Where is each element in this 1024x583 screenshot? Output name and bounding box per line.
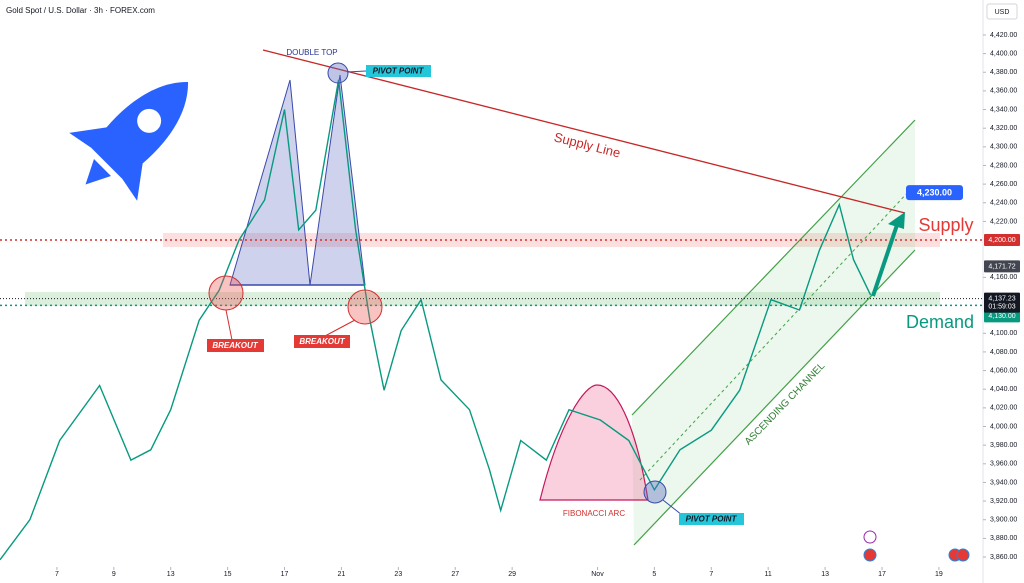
arrow (871, 221, 900, 297)
double-top-left (229, 79, 311, 286)
y-tick-label: 4,360.00 (990, 88, 1017, 95)
y-tick-label: 4,380.00 (990, 69, 1017, 76)
label-fibonacci: FIBONACCI ARC (563, 509, 625, 518)
supply-line (262, 49, 906, 214)
label-supply-line: Supply Line (552, 129, 622, 160)
label-demand: Demand (906, 312, 974, 332)
label-box (294, 335, 350, 348)
channel-upper (631, 119, 916, 416)
x-tick-label: 17 (281, 571, 289, 578)
label-supply: Supply (918, 215, 973, 235)
event-icon (863, 530, 877, 544)
y-tick-label: 4,160.00 (990, 274, 1017, 281)
y-tick-label: 3,940.00 (990, 479, 1017, 486)
currency-box[interactable] (986, 3, 1018, 20)
fibonacci-arc (539, 384, 649, 501)
y-tick-label: 3,860.00 (990, 554, 1017, 561)
arrow-head (888, 212, 905, 229)
x-tick-label: 5 (652, 571, 656, 578)
y-tick-label: 4,260.00 (990, 181, 1017, 188)
y-tick-label: 4,000.00 (990, 423, 1017, 430)
connector (346, 70, 367, 73)
y-tick-label: 4,340.00 (990, 106, 1017, 113)
x-tick-label: 21 (338, 571, 346, 578)
y-tick-label: 3,980.00 (990, 442, 1017, 449)
label-pivot: PIVOT POINT (686, 515, 738, 524)
channel-lower (633, 249, 916, 546)
x-tick-label: 13 (821, 571, 829, 578)
breakout-circle (347, 289, 383, 325)
price-tag (984, 234, 1020, 247)
label-box (207, 339, 264, 352)
channel-fill (632, 120, 915, 545)
x-tick-label: 29 (508, 571, 516, 578)
y-tick-label: 4,020.00 (990, 405, 1017, 412)
pivot-circle (327, 62, 349, 84)
x-tick-label: 15 (224, 571, 232, 578)
target-label: 4,230.00 (917, 187, 952, 197)
y-tick-label: 4,400.00 (990, 50, 1017, 57)
label-box (679, 513, 744, 525)
annotations: DOUBLE TOP PIVOT POINT PIVOT POINT BREAK… (69, 48, 974, 562)
price-tag-label: 4,130.00 (988, 313, 1015, 320)
x-tick-label: 17 (878, 571, 886, 578)
y-tick-label: 3,960.00 (990, 461, 1017, 468)
x-tick-label: 13 (167, 571, 175, 578)
y-tick-label: 3,920.00 (990, 498, 1017, 505)
demand-zone (25, 292, 940, 306)
x-tick-label: 7 (55, 571, 59, 578)
connector (324, 319, 356, 337)
x-tick-label: 7 (709, 571, 713, 578)
label-breakout: BREAKOUT (299, 337, 345, 346)
connector (225, 309, 233, 341)
flag-icon (863, 548, 877, 562)
target-box (906, 185, 963, 201)
x-tick-label: 27 (451, 571, 459, 578)
y-tick-label: 4,420.00 (990, 32, 1017, 39)
y-tick-label: 4,240.00 (990, 200, 1017, 207)
y-tick-label: 4,280.00 (990, 162, 1017, 169)
price-tag-label: 4,200.00 (988, 237, 1015, 244)
currency[interactable]: USD (995, 9, 1010, 16)
label-pivot: PIVOT POINT (373, 67, 425, 76)
y-tick-label: 4,080.00 (990, 349, 1017, 356)
label-box (366, 65, 431, 77)
x-tick-label: Nov (591, 571, 604, 578)
y-tick-label: 4,040.00 (990, 386, 1017, 393)
price-tag-label: 4,137.23 (988, 295, 1015, 302)
pivot-circle (643, 480, 667, 504)
rocket-icon (69, 81, 189, 201)
price-tag (984, 260, 1020, 273)
price-line (0, 79, 872, 561)
x-tick-label: 11 (765, 571, 772, 578)
y-tick-label: 4,220.00 (990, 218, 1017, 225)
x-tick-label: 19 (935, 571, 943, 578)
price-tag (984, 292, 1020, 313)
y-tick-label: 4,060.00 (990, 367, 1017, 374)
y-tick-label: 4,320.00 (990, 125, 1017, 132)
y-tick-label: 4,300.00 (990, 144, 1017, 151)
connector (662, 499, 683, 516)
y-tick-label: 3,880.00 (990, 535, 1017, 542)
countdown: 01:59:03 (988, 303, 1015, 310)
price-tag (984, 310, 1020, 323)
y-tick-label: 3,900.00 (990, 517, 1017, 524)
channel-mid (639, 189, 911, 481)
price-axis-bg (983, 0, 1024, 583)
breakout-circle (208, 275, 244, 311)
y-tick-label: 4,100.00 (990, 330, 1017, 337)
label-double-top: DOUBLE TOP (286, 48, 337, 57)
label-breakout: BREAKOUT (212, 341, 258, 350)
price-tag-label: 4,171.72 (988, 263, 1015, 270)
x-tick-label: 9 (112, 571, 116, 578)
plot (0, 79, 872, 561)
flag-icon (956, 548, 970, 562)
chart-title: Gold Spot / U.S. Dollar · 3h · FOREX.com (6, 6, 155, 15)
x-tick-label: 23 (394, 571, 402, 578)
double-top-right (309, 74, 366, 286)
